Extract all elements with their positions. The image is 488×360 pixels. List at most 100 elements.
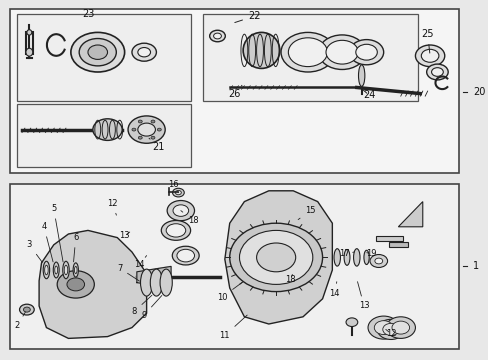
FancyBboxPatch shape (17, 104, 190, 167)
Circle shape (20, 304, 34, 315)
Ellipse shape (177, 249, 194, 262)
Text: 13: 13 (357, 282, 368, 310)
Text: 1: 1 (472, 261, 478, 271)
Circle shape (128, 116, 165, 143)
Circle shape (57, 271, 94, 298)
FancyBboxPatch shape (10, 9, 459, 173)
Text: 4: 4 (41, 222, 53, 262)
Ellipse shape (44, 265, 48, 275)
Circle shape (374, 258, 382, 264)
Circle shape (229, 223, 322, 292)
Text: 18: 18 (181, 211, 198, 225)
FancyBboxPatch shape (10, 184, 459, 349)
Text: 19: 19 (366, 249, 376, 258)
Text: 15: 15 (298, 206, 315, 220)
Circle shape (377, 319, 404, 339)
Ellipse shape (160, 269, 172, 296)
Text: 21: 21 (149, 138, 164, 152)
Circle shape (421, 49, 438, 62)
Circle shape (349, 40, 383, 65)
Circle shape (23, 307, 30, 312)
Polygon shape (39, 230, 146, 338)
Text: 12: 12 (385, 329, 395, 338)
Text: 6: 6 (73, 233, 78, 262)
Text: 12: 12 (107, 199, 118, 215)
Circle shape (426, 64, 447, 80)
FancyBboxPatch shape (376, 236, 403, 241)
Circle shape (369, 255, 387, 267)
Circle shape (67, 278, 84, 291)
Circle shape (288, 38, 327, 67)
Circle shape (167, 201, 194, 221)
Text: 14: 14 (134, 256, 146, 269)
Text: 9: 9 (141, 296, 162, 320)
Text: 5: 5 (51, 204, 63, 262)
Ellipse shape (243, 32, 279, 68)
Circle shape (367, 316, 399, 339)
Ellipse shape (166, 224, 185, 237)
Text: 2: 2 (15, 312, 25, 330)
Text: 11: 11 (219, 315, 247, 340)
Circle shape (151, 136, 155, 139)
Ellipse shape (73, 263, 78, 277)
Text: 7: 7 (117, 264, 139, 281)
Circle shape (172, 188, 184, 197)
Text: 25: 25 (421, 29, 433, 53)
Circle shape (373, 321, 392, 334)
Ellipse shape (62, 261, 69, 279)
Text: 17: 17 (339, 249, 354, 258)
Circle shape (431, 68, 443, 76)
Ellipse shape (353, 249, 359, 266)
Ellipse shape (140, 269, 152, 296)
Circle shape (88, 45, 107, 59)
Text: 18: 18 (285, 274, 296, 284)
Text: 3: 3 (26, 240, 42, 262)
Ellipse shape (55, 266, 58, 274)
Circle shape (173, 205, 188, 216)
Ellipse shape (363, 250, 368, 265)
Circle shape (151, 120, 155, 123)
Circle shape (325, 40, 358, 64)
Text: 24: 24 (362, 90, 374, 100)
Text: 23: 23 (81, 9, 94, 19)
Circle shape (175, 190, 181, 195)
Circle shape (256, 243, 295, 272)
Circle shape (213, 33, 221, 39)
Ellipse shape (93, 119, 122, 140)
Circle shape (386, 317, 415, 338)
Text: 16: 16 (168, 180, 179, 193)
Circle shape (132, 43, 156, 61)
FancyBboxPatch shape (203, 14, 417, 101)
Polygon shape (137, 266, 171, 288)
Circle shape (138, 48, 150, 57)
Ellipse shape (333, 249, 340, 266)
FancyBboxPatch shape (388, 242, 407, 247)
Ellipse shape (172, 246, 199, 265)
Circle shape (79, 39, 116, 66)
Text: 8: 8 (131, 295, 152, 316)
Ellipse shape (161, 220, 190, 240)
Circle shape (138, 120, 142, 123)
Text: 13: 13 (119, 231, 130, 240)
Circle shape (132, 128, 136, 131)
Text: 14: 14 (329, 282, 339, 298)
Text: 20: 20 (472, 87, 485, 97)
Circle shape (71, 32, 124, 72)
Ellipse shape (150, 269, 162, 296)
Ellipse shape (27, 30, 32, 35)
Ellipse shape (64, 265, 68, 275)
Polygon shape (224, 191, 332, 324)
Circle shape (391, 321, 409, 334)
Circle shape (209, 30, 225, 42)
Circle shape (355, 44, 377, 60)
Circle shape (157, 128, 161, 131)
Ellipse shape (358, 65, 364, 86)
Text: 10: 10 (217, 283, 242, 302)
Text: 22: 22 (234, 11, 260, 23)
Circle shape (239, 230, 312, 284)
Circle shape (281, 32, 334, 72)
Circle shape (415, 45, 444, 67)
Circle shape (382, 323, 398, 336)
Ellipse shape (53, 262, 59, 278)
Circle shape (138, 136, 142, 139)
